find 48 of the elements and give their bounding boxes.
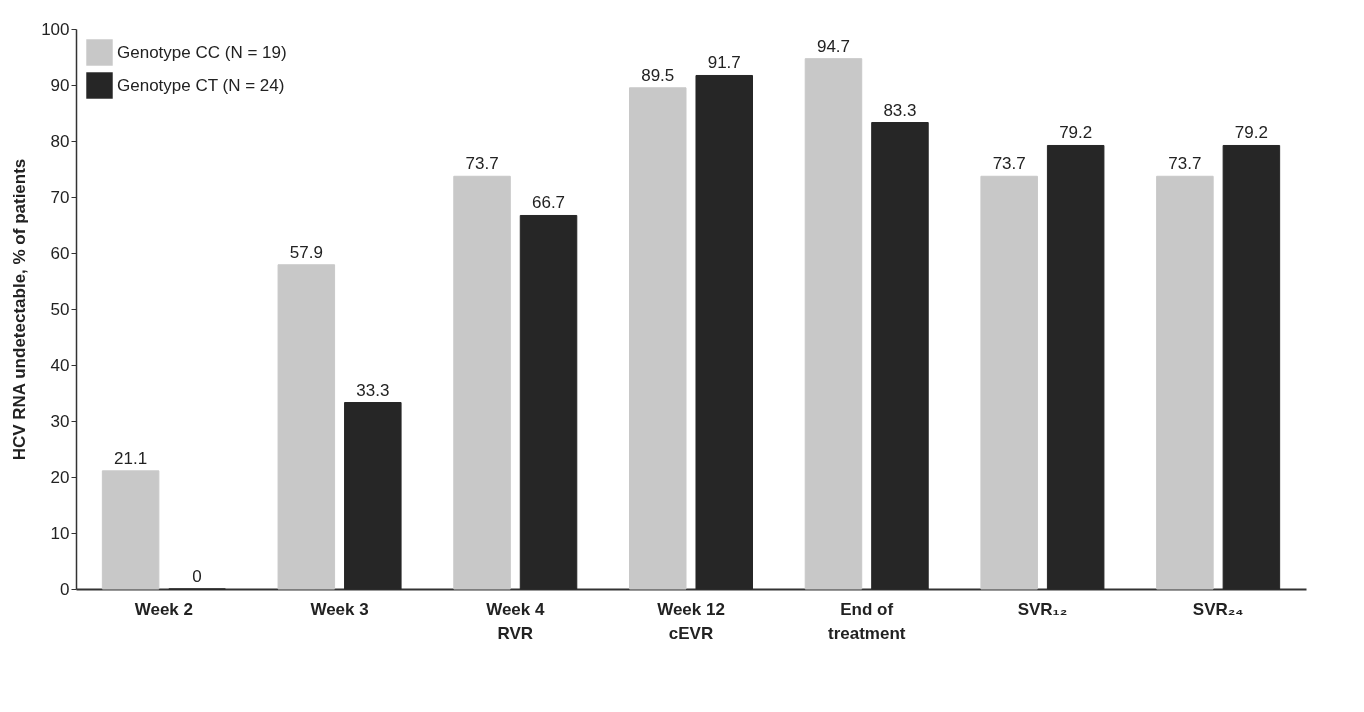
data-label: 89.5 (641, 65, 675, 85)
data-label: 33.3 (356, 380, 390, 400)
y-tick-label: 30 (50, 411, 70, 431)
x-tick-label: SVR₁₂ (1017, 599, 1068, 619)
y-tick-label: 60 (50, 243, 70, 263)
bar (1222, 144, 1281, 590)
bar (871, 122, 929, 590)
y-axis-title: HCV RNA undetectable, % of patients (10, 158, 30, 461)
data-label: 73.7 (1168, 154, 1202, 174)
bar (519, 214, 578, 590)
bar (695, 74, 753, 590)
data-label: 0 (192, 567, 202, 586)
y-tick-label: 50 (50, 299, 70, 319)
y-tick-label: 0 (60, 579, 70, 599)
x-tick-label: Week 4 RVR (486, 599, 545, 643)
x-tick-label: End of treatment (827, 599, 906, 643)
x-tick-label: Week 2 (134, 599, 193, 619)
bar (344, 402, 402, 590)
bar (1046, 144, 1105, 590)
bar (101, 470, 160, 590)
bar (277, 264, 336, 590)
data-label: 91.7 (707, 53, 741, 73)
data-label: 57.9 (289, 242, 323, 262)
y-tick-label: 80 (50, 131, 70, 151)
data-label: 83.3 (883, 100, 917, 120)
data-label: 73.7 (465, 154, 499, 174)
data-label: 79.2 (1234, 123, 1268, 143)
legend-label: Genotype CT (N = 24) (117, 75, 285, 95)
data-label: 79.2 (1059, 123, 1093, 143)
x-tick-label: SVR₂₄ (1192, 599, 1244, 619)
bar (629, 87, 687, 590)
bar (804, 58, 863, 590)
y-tick-label: 90 (50, 75, 70, 95)
y-tick-label: 40 (50, 355, 70, 375)
data-label: 94.7 (816, 36, 851, 56)
bar (453, 175, 511, 590)
bar (980, 175, 1038, 590)
data-label: 66.7 (531, 193, 566, 213)
y-tick-label: 20 (50, 467, 70, 487)
data-label: 21.1 (114, 448, 148, 468)
bar (1156, 175, 1214, 590)
y-tick-label: 10 (50, 523, 70, 543)
x-tick-label: Week 3 (310, 599, 369, 619)
x-tick-label: Week 12 cEVR (657, 599, 725, 643)
legend-label: Genotype CC (N = 19) (117, 42, 287, 62)
y-tick-label: 70 (50, 187, 70, 207)
data-label: 73.7 (992, 154, 1026, 174)
y-tick-label: 100 (41, 19, 70, 39)
